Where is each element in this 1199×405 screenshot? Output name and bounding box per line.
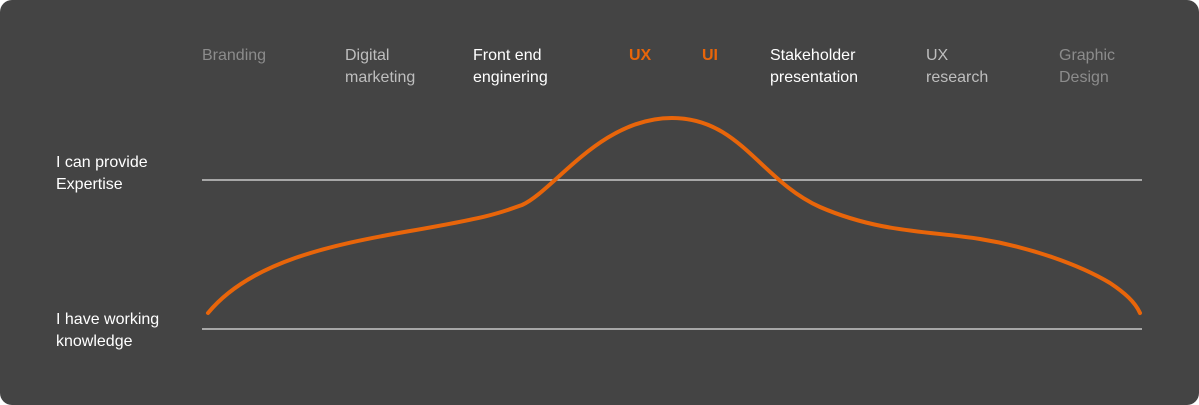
skill-label-front-end-engineering: Front end enginering: [473, 47, 548, 86]
skill-label-graphic-design: Graphic Design: [1059, 47, 1116, 86]
skill-label-digital-marketing: Digital marketing: [345, 47, 416, 86]
skill-label-branding: Branding: [202, 47, 267, 64]
skill-level-curve: [206, 115, 1142, 315]
skill-label-ui: UI: [702, 47, 718, 64]
level-label-working-knowledge: I have working knowledge: [56, 311, 160, 350]
level-label-expertise: I can provide Expertise: [56, 154, 148, 193]
skill-label-ux: UX: [629, 47, 652, 64]
skill-label-stakeholder-presentation: Stakeholder presentation: [770, 47, 859, 86]
skill-label-ux-research: UX research: [926, 47, 989, 86]
